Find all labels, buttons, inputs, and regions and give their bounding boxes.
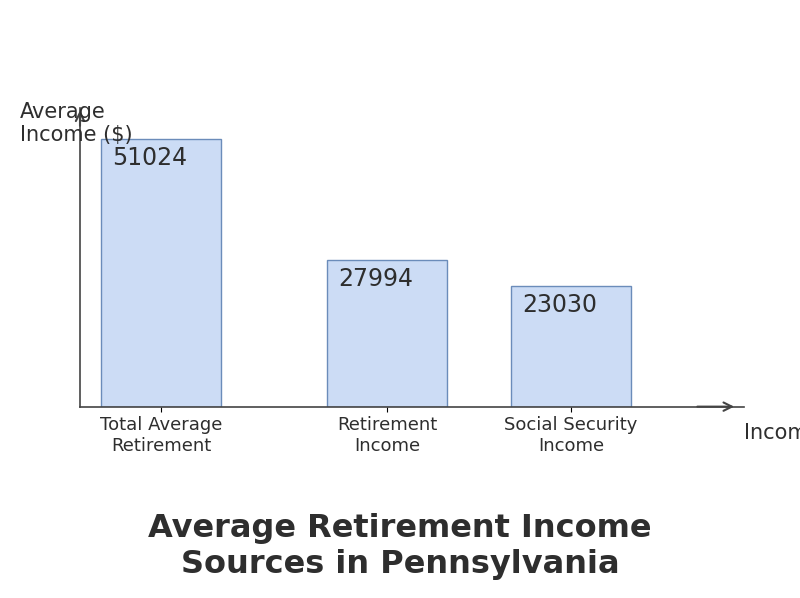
Text: Average Retirement Income
Sources in Pennsylvania: Average Retirement Income Sources in Pen… bbox=[148, 513, 652, 580]
Bar bbox=[511, 286, 631, 407]
Bar bbox=[101, 139, 222, 407]
Text: 27994: 27994 bbox=[338, 267, 414, 291]
Text: Income Type: Income Type bbox=[744, 423, 800, 443]
Text: Average
Income ($): Average Income ($) bbox=[20, 102, 133, 145]
Text: 23030: 23030 bbox=[522, 293, 597, 318]
Bar bbox=[327, 260, 447, 407]
Text: 51024: 51024 bbox=[113, 147, 188, 170]
